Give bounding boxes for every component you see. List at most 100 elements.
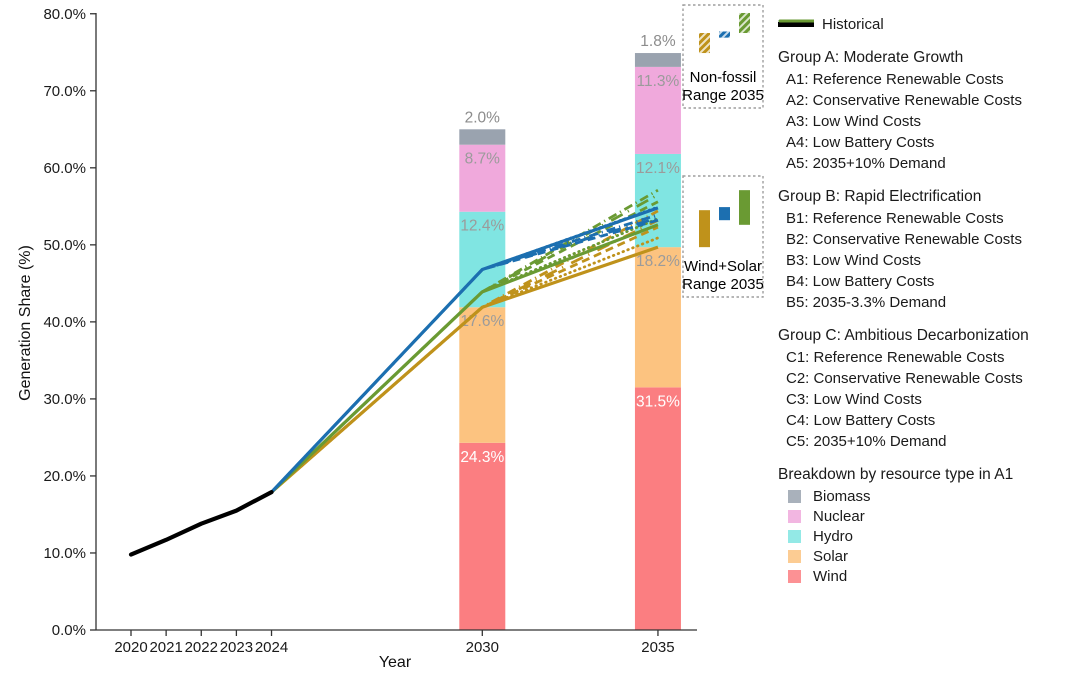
legend-item-A1: A1: Reference Renewable Costs — [778, 19, 1078, 90]
solar-swatch — [788, 549, 801, 563]
legend-item-C4: C4: Low Battery Costs — [778, 19, 1078, 431]
legend-item-A2: A2: Conservative Renewable Costs — [778, 19, 1078, 111]
legend-scenario-groups: Group A: Moderate Growth A1: Reference Re… — [778, 19, 1078, 452]
historical-line-swatch — [778, 22, 814, 27]
inset-title-nonfossil-line2: Range 2035 — [682, 87, 764, 104]
bar-segment-nuclear-2030 — [459, 144, 506, 212]
legend-label-A2: A2: Conservative Renewable Costs — [786, 92, 1022, 109]
legend-item-C3: C3: Low Wind Costs — [778, 19, 1078, 410]
legend-historical-label: Historical — [822, 16, 884, 33]
legend-item-historical: Historical — [778, 14, 1078, 35]
legend-breakdown-item-wind: Wind — [778, 566, 1078, 586]
x-tick-label-2021: 2021 — [149, 639, 182, 656]
bar-label-hydro-2030: 12.4% — [460, 218, 504, 235]
scenario-line-B5 — [270, 216, 659, 494]
legend-label-B3: B3: Low Wind Costs — [786, 252, 922, 269]
legend-group-title-A: Group A: Moderate Growth — [778, 49, 964, 66]
legend-item-B3: B3: Low Wind Costs — [778, 19, 1078, 271]
scenario-line-C1 — [270, 223, 659, 494]
y-tick-label-60: 60.0% — [43, 160, 86, 177]
legend-breakdown-label-solar: Solar — [813, 547, 849, 565]
x-tick-label-2022: 2022 — [185, 639, 218, 656]
bar-segment-solar-2030 — [459, 307, 506, 443]
bar-label-solar-2035: 18.2% — [636, 253, 680, 270]
inset-title-windsolar-line1: Wind+Solar — [684, 258, 762, 275]
inset-range-windsolar-A — [699, 210, 710, 248]
legend-breakdown-item-nuclear: Nuclear — [778, 506, 1078, 526]
legend: Historical Group A: Moderate Growth A1: R… — [778, 14, 1078, 586]
legend-label-B2: B2: Conservative Renewable Costs — [786, 231, 1022, 248]
y-axis-title: Generation Share (%) — [17, 245, 34, 401]
legend-label-C3: C3: Low Wind Costs — [786, 391, 922, 408]
y-tick-label-10: 10.0% — [43, 545, 86, 562]
bar-segment-biomass-2030 — [459, 129, 506, 145]
wind-swatch — [788, 569, 801, 583]
legend-label-B1: B1: Reference Renewable Costs — [786, 210, 1004, 227]
bar-label-nuclear-2030: 8.7% — [465, 151, 501, 168]
inset-range-windsolar-B — [719, 207, 730, 221]
legend-breakdown-label-nuclear: Nuclear — [813, 507, 865, 525]
x-tick-label-2024: 2024 — [255, 639, 288, 656]
legend-item-B2: B2: Conservative Renewable Costs — [778, 19, 1078, 250]
y-tick-label-80: 80.0% — [43, 6, 86, 23]
legend-breakdown-label-hydro: Hydro — [813, 527, 854, 545]
inset-range-hatch — [699, 33, 710, 54]
bar-label-biomass-2035: 1.8% — [640, 33, 676, 50]
legend-label-C5: C5: 2035+10% Demand — [786, 433, 947, 450]
bar-label-hydro-2035: 12.1% — [636, 160, 680, 177]
legend-item-C1: C1: Reference Renewable Costs — [778, 19, 1078, 368]
historical-line — [128, 490, 274, 557]
legend-breakdown-item-hydro: Hydro — [778, 526, 1078, 546]
biomass-swatch — [788, 489, 801, 503]
y-tick-label-40: 40.0% — [43, 314, 86, 331]
bar-segment-nuclear-2035 — [634, 66, 681, 154]
legend-breakdown-item-solar: Solar — [778, 546, 1078, 566]
legend-label-A4: A4: Low Battery Costs — [786, 134, 935, 151]
legend-line-swatch — [780, 19, 814, 23]
legend-label-C4: C4: Low Battery Costs — [786, 412, 936, 429]
legend-group-title-B: Group B: Rapid Electrification — [778, 188, 982, 205]
bar-label-wind-2035: 31.5% — [636, 393, 680, 410]
bar-segment-biomass-2035 — [634, 53, 681, 67]
legend-label-A1: A1: Reference Renewable Costs — [786, 71, 1004, 88]
bar-segment-wind-2035 — [634, 387, 681, 630]
bar-segment-solar-2035 — [634, 247, 681, 388]
inset-range-hatch — [739, 12, 750, 34]
legend-item-B5: B5: 2035-3.3% Demand — [778, 19, 1078, 313]
legend-item-A5: A5: 2035+10% Demand — [778, 19, 1078, 174]
legend-item-A4: A4: Low Battery Costs — [778, 19, 1078, 153]
y-tick-label-70: 70.0% — [43, 83, 86, 100]
legend-breakdown-label-wind: Wind — [813, 567, 848, 585]
x-axis-title: Year — [378, 654, 412, 671]
legend-label-A5: A5: 2035+10% Demand — [786, 155, 946, 172]
y-tick-label-0: 0.0% — [52, 622, 86, 639]
legend-item-B1: B1: Reference Renewable Costs — [778, 19, 1078, 229]
inset-title-nonfossil-line1: Non-fossil — [690, 69, 757, 86]
inset-range-hatch — [719, 31, 730, 38]
inset-title-windsolar-line2: Range 2035 — [682, 276, 764, 293]
y-tick-label-20: 20.0% — [43, 468, 86, 485]
scenario-line-A1 — [270, 245, 659, 494]
legend-breakdown-label-biomass: Biomass — [813, 487, 871, 505]
legend-label-B5: B5: 2035-3.3% Demand — [786, 294, 947, 311]
y-tick-label-50: 50.0% — [43, 237, 86, 254]
nuclear-swatch — [788, 509, 801, 523]
inset-range-windsolar-C — [739, 190, 750, 225]
bar-segment-wind-2030 — [459, 442, 506, 630]
x-tick-label-2030: 2030 — [466, 639, 499, 656]
legend-item-A3: A3: Low Wind Costs — [778, 19, 1078, 132]
y-tick-label-30: 30.0% — [43, 391, 86, 408]
legend-item-B4: B4: Low Battery Costs — [778, 19, 1078, 292]
legend-label-C1: C1: Reference Renewable Costs — [786, 349, 1005, 366]
legend-item-C2: C2: Conservative Renewable Costs — [778, 19, 1078, 389]
bar-label-biomass-2030: 2.0% — [465, 109, 501, 126]
bar-label-nuclear-2035: 11.3% — [637, 73, 680, 90]
bar-label-wind-2030: 24.3% — [460, 449, 504, 466]
legend-label-A3: A3: Low Wind Costs — [786, 113, 922, 130]
legend-item-C5: C5: 2035+10% Demand — [778, 19, 1078, 452]
x-tick-label-2023: 2023 — [220, 639, 253, 656]
legend-label-C2: C2: Conservative Renewable Costs — [786, 370, 1023, 387]
hydro-swatch — [788, 529, 801, 543]
